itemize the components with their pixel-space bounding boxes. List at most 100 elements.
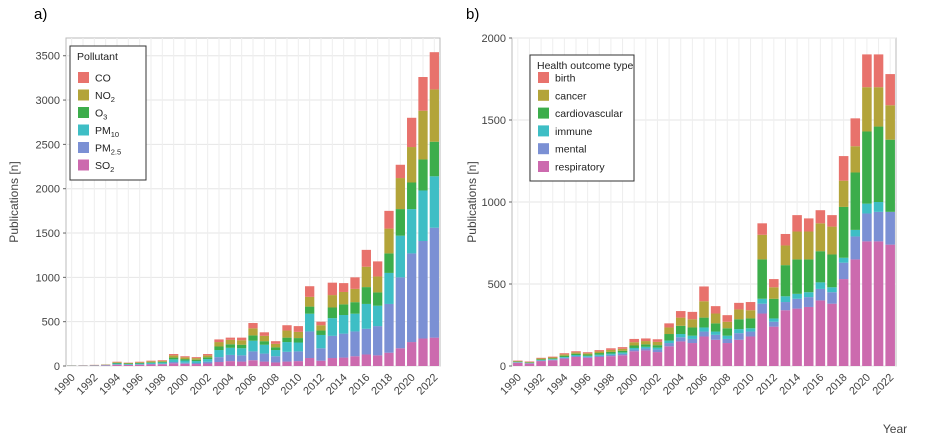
- bar-cardiovascular-2017: [827, 254, 837, 288]
- bar-cancer-1993: [547, 357, 558, 359]
- bar-immune-2015: [803, 292, 814, 298]
- bar-respiratory-2018: [838, 279, 849, 366]
- y-axis-title: Publications [n]: [465, 161, 479, 242]
- bar-cancer-2022: [885, 105, 895, 140]
- x-tick-label: 2014: [324, 372, 350, 398]
- bar-CO-2006: [248, 323, 258, 329]
- bar-CO-2011: [305, 286, 315, 297]
- bar-PM25-2008: [271, 356, 281, 363]
- bar-CO-2021: [418, 77, 428, 111]
- legend-swatch: [538, 89, 549, 101]
- bar-birth-1998: [606, 348, 616, 350]
- y-tick-label: 1000: [482, 197, 506, 209]
- bar-PM25-2017: [373, 326, 383, 356]
- bar-PM10-2015: [350, 313, 360, 332]
- bar-SO2-2007: [259, 361, 269, 366]
- bar-SO2-2014: [339, 357, 349, 366]
- bar-CO-2014: [339, 283, 349, 292]
- x-tick-label: 2016: [801, 372, 827, 398]
- bar-cardiovascular-1994: [559, 355, 570, 357]
- bar-PM10-2010: [293, 342, 303, 352]
- bar-O3-2007: [259, 341, 269, 345]
- bar-cancer-2015: [803, 231, 814, 260]
- bar-O3-2010: [293, 338, 303, 343]
- bar-PM25-2003: [214, 357, 224, 363]
- bar-PM10-1999: [169, 359, 179, 363]
- y-tick-label: 2000: [482, 33, 506, 45]
- x-tick-label: 2018: [369, 372, 395, 398]
- chart-b: 0500100015002000199019921994199619982000…: [465, 33, 907, 436]
- bar-respiratory-2012: [769, 326, 779, 366]
- bar-CO-2007: [259, 332, 269, 336]
- bar-NO2-2007: [259, 335, 269, 342]
- bar-SO2-2018: [384, 352, 394, 366]
- bar-respiratory-2003: [664, 346, 674, 366]
- x-tick-label: 1992: [521, 372, 547, 398]
- bar-O3-2001: [191, 359, 201, 362]
- bar-CO-2001: [191, 357, 201, 359]
- bar-birth-2007: [710, 306, 721, 314]
- x-tick-label: 2004: [211, 372, 237, 398]
- bar-cancer-2010: [745, 310, 756, 319]
- bar-CO-1999: [169, 354, 179, 356]
- bar-PM10-2003: [214, 350, 224, 358]
- bar-mental-2018: [838, 262, 849, 280]
- bar-birth-2018: [838, 156, 849, 181]
- bar-cardiovascular-2019: [850, 172, 861, 230]
- bar-respiratory-1997: [594, 356, 605, 366]
- bar-cancer-2018: [838, 180, 849, 207]
- bar-birth-2003: [664, 323, 674, 328]
- bar-cardiovascular-2005: [687, 327, 698, 336]
- bar-cardiovascular-2018: [838, 206, 849, 258]
- bar-immune-2021: [873, 202, 884, 212]
- bar-NO2-2013: [327, 295, 337, 308]
- bar-NO2-2021: [418, 110, 428, 160]
- bar-mental-2002: [652, 349, 663, 353]
- x-tick-label: 1990: [52, 372, 78, 398]
- bar-immune-2014: [792, 293, 802, 299]
- bar-PM10-2012: [316, 334, 326, 349]
- bar-cancer-1999: [617, 348, 628, 351]
- bar-respiratory-1996: [582, 357, 593, 366]
- bar-NO2-2009: [282, 330, 292, 338]
- x-tick-label: 2000: [615, 372, 641, 398]
- bar-PM10-2007: [259, 344, 269, 354]
- bar-mental-2021: [873, 211, 884, 242]
- bar-birth-2010: [745, 302, 756, 311]
- bar-respiratory-1992: [536, 361, 546, 366]
- x-tick-label: 1994: [97, 372, 123, 398]
- bar-birth-1997: [594, 350, 605, 352]
- bar-cancer-2001: [641, 341, 651, 345]
- bar-cardiovascular-1998: [606, 351, 616, 354]
- bar-birth-2000: [629, 338, 639, 343]
- bar-cardiovascular-2016: [815, 251, 826, 283]
- bar-CO-2010: [293, 326, 303, 332]
- y-tick-label: 500: [42, 317, 60, 329]
- bar-SO2-2001: [191, 364, 201, 366]
- bar-cancer-2021: [873, 87, 884, 127]
- x-tick-label: 2022: [871, 372, 897, 398]
- bar-CO-2003: [214, 339, 224, 343]
- bar-birth-2001: [641, 338, 651, 342]
- bar-SO2-2003: [214, 362, 224, 366]
- legend-label: CO: [95, 73, 111, 85]
- bar-NO2-2003: [214, 342, 224, 347]
- legend-label: PM2.5: [95, 143, 121, 157]
- bar-PM10-1996: [135, 363, 145, 365]
- bar-respiratory-2004: [675, 341, 686, 366]
- bar-SO2-2005: [237, 361, 247, 366]
- bar-cardiovascular-2008: [722, 328, 733, 336]
- bar-birth-2022: [885, 74, 895, 106]
- bar-respiratory-2021: [873, 241, 884, 366]
- bar-NO2-2010: [293, 331, 303, 339]
- bar-PM25-2010: [293, 351, 303, 362]
- bar-SO2-2015: [350, 356, 360, 366]
- bar-PM10-2020: [407, 209, 417, 254]
- y-tick-label: 2500: [36, 139, 60, 151]
- bar-O3-2012: [316, 330, 326, 335]
- bar-NO2-2018: [384, 228, 394, 254]
- bar-CO-1997: [146, 360, 156, 362]
- bar-PM25-2018: [384, 303, 394, 353]
- bar-cardiovascular-2021: [873, 126, 884, 202]
